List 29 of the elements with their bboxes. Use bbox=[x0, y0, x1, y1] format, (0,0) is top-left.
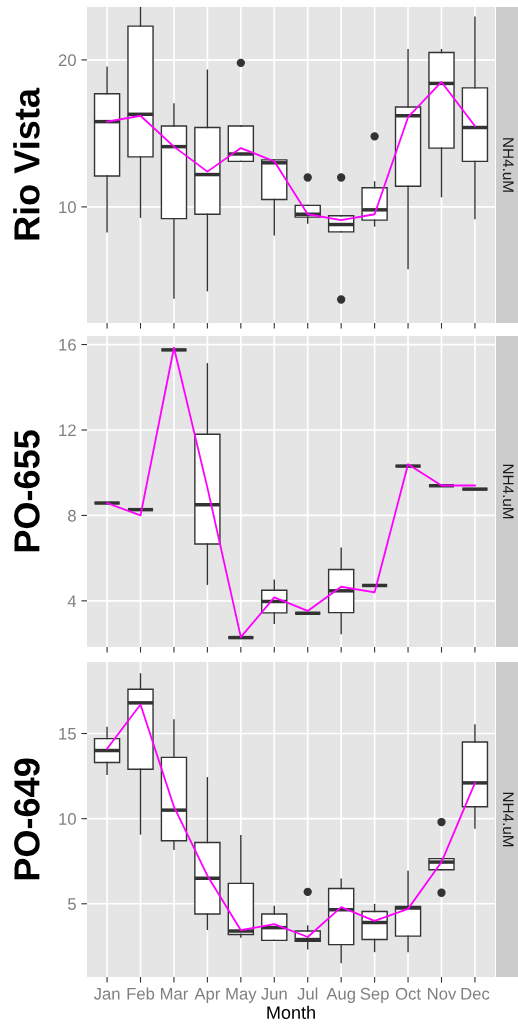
x-tick-label: Feb bbox=[127, 987, 155, 1000]
x-tick-label: Oct bbox=[395, 987, 421, 1000]
y-tick-label: 20 bbox=[58, 54, 76, 67]
x-axis-title: Month bbox=[267, 1005, 315, 1019]
y-tick-label: 4 bbox=[67, 595, 77, 607]
x-tick-label: Jul bbox=[297, 987, 318, 1000]
text: NH4.uM bbox=[502, 464, 514, 519]
y-axis-title: PO-655 bbox=[14, 430, 40, 552]
y-tick-label: 10 bbox=[59, 201, 76, 214]
y-tick-label: 5 bbox=[67, 898, 76, 910]
y-tick-label: 16 bbox=[59, 338, 76, 351]
x-tick-label: Jan bbox=[93, 988, 120, 1000]
y-tick-label: 12 bbox=[59, 424, 76, 437]
text: NH4.uM bbox=[502, 138, 514, 192]
x-tick-label: Mar bbox=[160, 988, 189, 1000]
line-series bbox=[106, 81, 476, 222]
x-tick-label: Dec bbox=[461, 988, 490, 1000]
y-tick-label: 15 bbox=[59, 728, 76, 740]
y-tick-label: 10 bbox=[59, 813, 76, 825]
x-tick-label: Aug bbox=[326, 988, 355, 1003]
text: NH4.uM bbox=[502, 792, 514, 847]
y-axis-title: Rio Vista bbox=[13, 87, 40, 240]
y-axis-title: PO-649 bbox=[14, 758, 40, 880]
x-tick-label: Sep bbox=[360, 987, 389, 1003]
x-tick-label: Jun bbox=[261, 988, 287, 1000]
x-tick-label: May bbox=[226, 988, 257, 1003]
x-tick-label: Nov bbox=[428, 988, 457, 1000]
x-tick-label: Apr bbox=[194, 988, 221, 1003]
y-tick-label: 8 bbox=[68, 509, 76, 522]
